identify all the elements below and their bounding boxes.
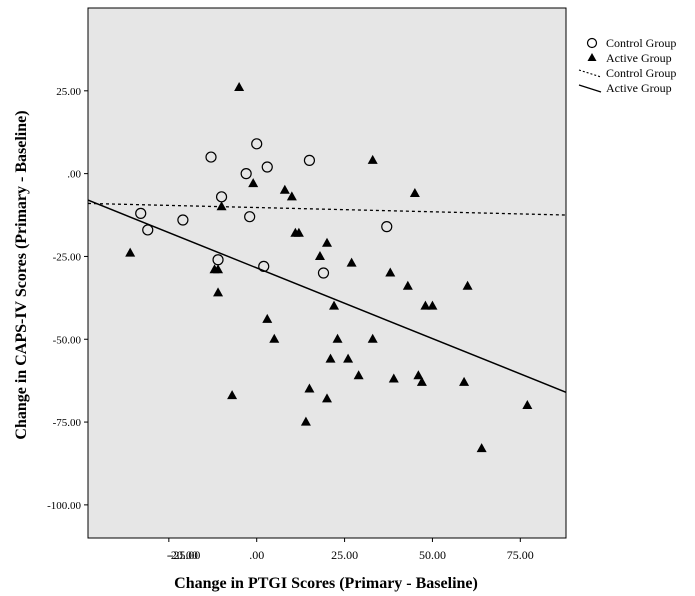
active-point: [234, 82, 245, 91]
active-point: [413, 370, 424, 380]
y-tick-label: -50.00: [53, 334, 82, 346]
active-point: [459, 376, 470, 386]
y-tick-label: -100.00: [47, 500, 81, 512]
active-point: [216, 201, 227, 211]
active-point: [385, 267, 396, 277]
legend-active-marker: [587, 53, 597, 61]
active-point: [248, 178, 259, 188]
legend-label: Control Group: [606, 66, 676, 80]
active-point: [300, 416, 311, 426]
legend-label: Active Group: [606, 51, 672, 65]
active-point: [304, 383, 315, 393]
active-point: [388, 373, 399, 383]
legend-active-line: [578, 84, 602, 93]
legend-label: Active Group: [606, 81, 672, 95]
legend-control-line: [578, 69, 602, 78]
y-tick-label: 25.00: [56, 86, 81, 98]
active-point: [476, 443, 487, 453]
active-point: [427, 300, 438, 310]
active-point: [293, 227, 304, 237]
active-point: [314, 250, 325, 260]
active-point: [286, 191, 297, 201]
control-point: [135, 207, 147, 219]
plot-area: [87, 7, 567, 539]
active-point: [213, 264, 224, 274]
control-point: [142, 224, 154, 236]
y-axis-title: Change in CAPS-IV Scores (Primary - Base…: [13, 110, 30, 439]
active-point: [269, 333, 280, 343]
active-point: [353, 370, 364, 380]
x-axis-title: Change in PTGI Scores (Primary - Baselin…: [174, 575, 478, 592]
x-tick-label: 75.00: [507, 548, 534, 562]
control-point: [240, 168, 252, 180]
active-point: [367, 333, 378, 343]
active-point: [227, 390, 238, 400]
control-point: [261, 161, 273, 173]
control-point: [381, 221, 393, 233]
x-tick-label: 25.00: [331, 548, 358, 562]
active-point: [409, 188, 420, 197]
active-point: [125, 247, 136, 257]
x-tick-label: 50.00: [419, 548, 446, 562]
active-point: [322, 237, 332, 247]
control-point: [205, 151, 217, 163]
active-point: [416, 376, 427, 386]
data-points: [125, 82, 533, 453]
active-point: [343, 353, 354, 363]
active-point: [325, 353, 336, 363]
fit-lines: [88, 199, 566, 393]
x-tick-label: .00: [249, 548, 264, 562]
active-point: [279, 184, 290, 194]
y-tick-label: -75.00: [53, 417, 82, 429]
active-point: [462, 280, 473, 290]
active-point: [332, 333, 343, 343]
active-point: [322, 393, 332, 403]
y-tick-label: -25.00: [53, 251, 82, 263]
control-point: [244, 211, 256, 223]
x-tick-label: -20.00: [167, 548, 198, 562]
control-point: [251, 138, 263, 150]
legend-control-marker: [586, 37, 598, 49]
active-point: [262, 313, 273, 323]
legend-label: Control Group: [606, 36, 676, 50]
active-point: [522, 400, 533, 409]
control-point: [317, 267, 330, 279]
active-point: [402, 280, 413, 290]
y-axis: 25.00 .00 -25.00 -50.00 -75.00 -100.00: [47, 86, 88, 512]
active-point: [420, 300, 431, 310]
x-tick-label: -25.00: [169, 548, 200, 562]
y-tick-label: .00: [67, 169, 81, 181]
control-point: [303, 154, 316, 166]
control-point: [177, 214, 189, 226]
active-point: [329, 300, 340, 310]
control-fit-line: [88, 202, 566, 216]
x-axis: -25.00-20.00 .00 25.00 50.00 75.00: [167, 538, 534, 562]
active-point: [346, 257, 357, 267]
active-fit-line: [88, 199, 566, 393]
active-point: [367, 154, 378, 164]
control-point: [258, 260, 270, 272]
active-point: [213, 287, 224, 297]
